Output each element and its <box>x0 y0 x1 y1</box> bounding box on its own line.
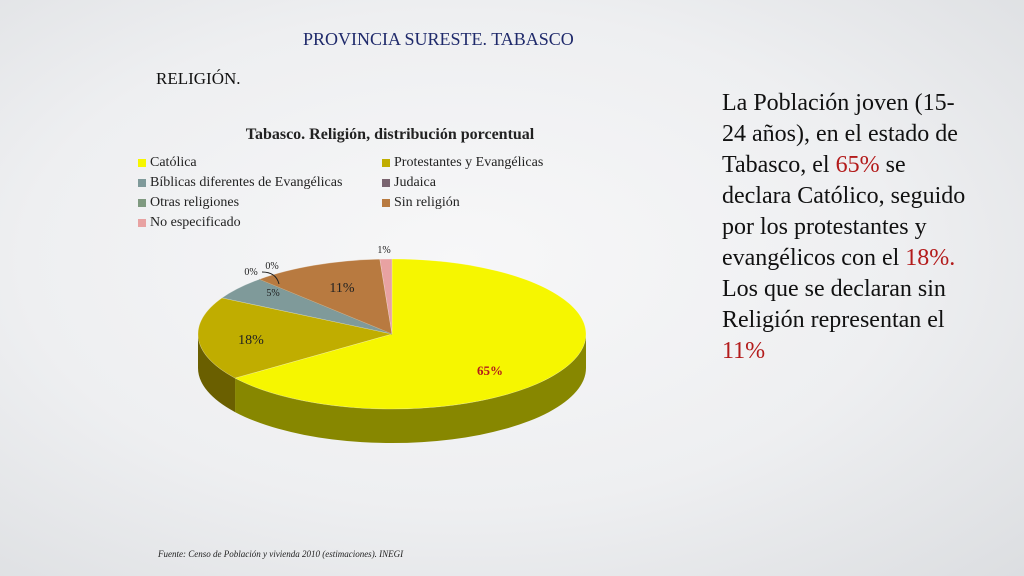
pie-side-walls <box>198 334 586 443</box>
pie-label-judaica: 0% <box>244 267 257 278</box>
highlight-catolica: 65% <box>835 152 880 178</box>
legend-swatch <box>382 199 390 207</box>
pie-label-cat-lica: 65% <box>477 363 503 378</box>
legend-swatch <box>138 219 146 227</box>
legend-item-protestantes: Protestantes y Evangélicas <box>382 155 543 171</box>
legend-item-judaica: Judaica <box>382 175 436 191</box>
pie-slices <box>197 258 587 410</box>
commentary-text: Los que se declaran sin Religión represe… <box>722 276 946 333</box>
pie-label-b-blicas-diferentes-de-evang-licas: 5% <box>266 288 279 299</box>
commentary-text: se declara Católico, seguido por los pro… <box>722 152 966 271</box>
section-label: RELIGIÓN. <box>156 69 241 88</box>
legend-label: Católica <box>150 155 197 170</box>
source-note: Fuente: Censo de Población y vivienda 20… <box>158 549 404 559</box>
legend-swatch <box>382 159 390 167</box>
legend-swatch <box>382 179 390 187</box>
legend-swatch <box>138 199 146 207</box>
pie-slice-no-especificado <box>379 258 393 335</box>
commentary-text: La Población joven (15-24 años), en el e… <box>722 90 958 178</box>
legend-swatch <box>138 159 146 167</box>
pie-slice-sin-religi-n <box>258 258 393 335</box>
legend-label: Sin religión <box>394 195 460 210</box>
legend-item-catolica: Católica <box>138 155 197 171</box>
pie-side-protestantes-y-evang-licas <box>198 334 236 413</box>
pie-label-protestantes-y-evang-licas: 18% <box>238 333 264 348</box>
legend-label: Bíblicas diferentes de Evangélicas <box>150 175 343 190</box>
pie-side-cat-lica <box>235 334 586 443</box>
legend-label: Judaica <box>394 175 436 190</box>
legend-swatch <box>138 179 146 187</box>
highlight-protestantes: 18%. <box>905 245 956 271</box>
pie-leader-line <box>261 271 280 285</box>
legend-label: Protestantes y Evangélicas <box>394 155 544 170</box>
pie-slice-protestantes-y-evang-licas <box>197 297 393 379</box>
legend-label: No especificado <box>150 215 241 230</box>
legend-item-biblicas: Bíblicas diferentes de Evangélicas <box>138 175 342 191</box>
pie-label-sin-religi-n: 11% <box>329 281 354 296</box>
highlight-sin-religion: 11% <box>722 338 766 364</box>
pie-slice-b-blicas-diferentes-de-evang-licas <box>221 279 393 335</box>
side-commentary: La Población joven (15-24 años), en el e… <box>722 88 972 367</box>
pie-slice-cat-lica <box>234 258 587 410</box>
pie-data-labels: 65% 18% 5% 0% 0% 11% 1% <box>238 245 503 378</box>
legend-item-otras: Otras religiones <box>138 195 239 211</box>
pie-label-otras-religiones: 0% <box>265 261 278 272</box>
chart-title: Tabasco. Religión, distribución porcentu… <box>245 126 535 143</box>
legend-item-no-especificado: No especificado <box>138 215 241 231</box>
legend-label: Otras religiones <box>150 195 240 210</box>
legend-item-sin-religion: Sin religión <box>382 195 460 211</box>
pie-label-no-especificado: 1% <box>377 245 390 256</box>
slide-title: PROVINCIA SURESTE. TABASCO <box>303 29 574 49</box>
